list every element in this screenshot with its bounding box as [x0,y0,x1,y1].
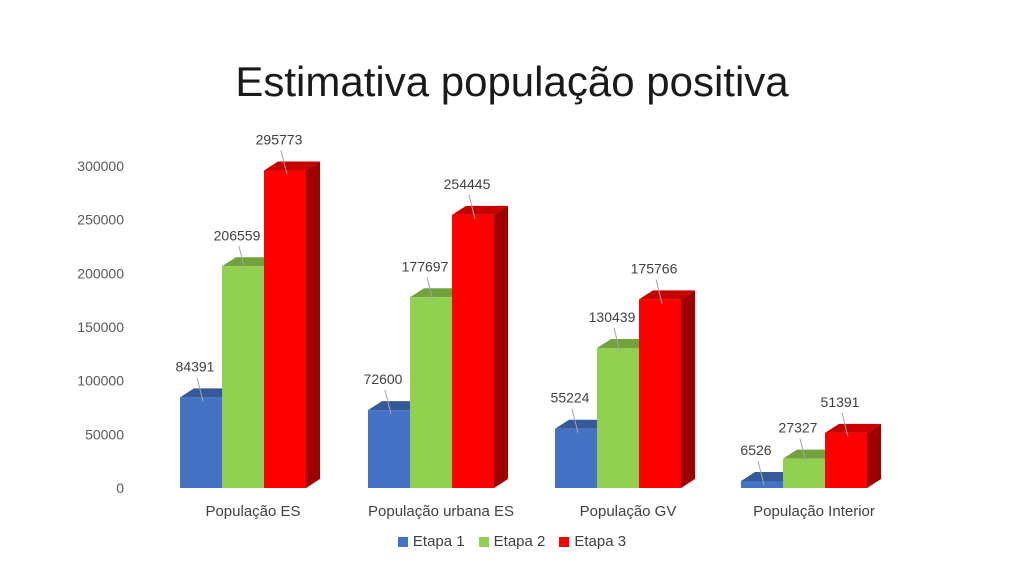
category-label: População ES [205,503,300,520]
legend-label: Etapa 2 [493,533,546,550]
legend-item: Etapa 3 [559,533,626,550]
legend: Etapa 1 Etapa 2 Etapa 3 [0,533,1024,550]
bar [597,347,639,488]
bar [741,480,783,488]
bar [452,214,494,489]
legend-item: Etapa 1 [397,533,465,550]
leader-line [841,412,849,437]
data-label: 72600 [364,371,403,387]
y-tick-label: 150000 [77,319,124,335]
y-tick-label: 0 [116,480,124,496]
bar-top [825,423,881,433]
data-label: 55224 [551,390,590,406]
bar [783,458,825,488]
legend-label: Etapa 3 [574,533,627,550]
bar [264,170,306,488]
legend-swatch [397,536,408,547]
bar-top [264,161,320,171]
data-label: 295773 [256,132,303,148]
y-tick-label: 50000 [85,426,124,442]
category-label: População GV [580,503,677,520]
bar-side [867,423,881,488]
bar [222,266,264,488]
category-label: População Interior [753,503,875,520]
data-label: 177697 [402,258,449,274]
legend-swatch [478,536,489,547]
leader-line [196,377,204,402]
category-label: População urbana ES [368,503,514,520]
y-tick-label: 300000 [77,158,124,174]
data-label: 27327 [779,420,818,436]
leader-line [238,246,246,271]
leader-line [799,438,807,463]
bar-side [306,161,320,488]
chart-title: Estimativa população positiva [235,58,789,105]
bar [825,432,867,488]
leader-line [468,194,476,220]
data-label: 84391 [176,358,215,374]
bar [368,410,410,488]
data-label: 6526 [740,442,771,458]
data-label: 254445 [444,176,491,192]
leader-line [655,279,663,304]
y-tick-label: 200000 [77,265,124,281]
bar [555,428,597,488]
data-label: 206559 [214,227,261,243]
legend-item: Etapa 2 [478,533,546,550]
bar [410,297,452,488]
data-label: 51391 [821,394,860,410]
leader-line [757,460,765,486]
bar-top [452,205,508,215]
bar-top [639,290,695,300]
legend-label: Etapa 1 [412,533,465,550]
bar-side [681,290,695,488]
leader-line [384,389,392,415]
leader-line [571,408,579,433]
bar-side [494,205,508,489]
data-label: 175766 [631,260,678,276]
legend-swatch [559,536,570,547]
leader-line [426,277,434,302]
y-tick-label: 100000 [77,373,124,389]
leader-line [280,150,288,175]
bar [180,397,222,488]
bar [639,299,681,488]
y-tick-label: 250000 [77,212,124,228]
leader-line [613,327,621,353]
data-label: 130439 [589,309,636,325]
